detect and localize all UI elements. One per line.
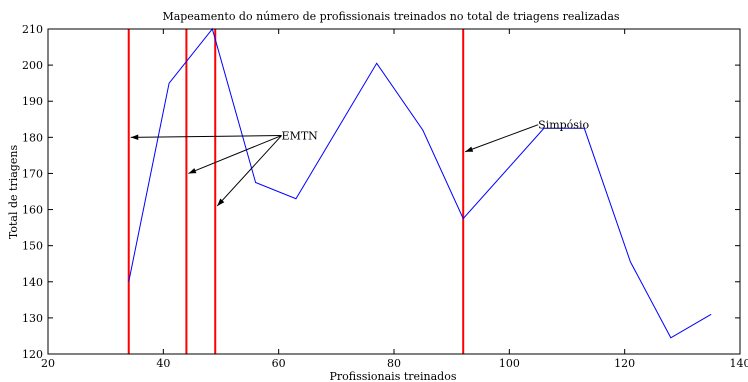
- annotation-arrow-line: [216, 135, 282, 207]
- y-tick-label: 210: [22, 23, 43, 36]
- annotation-label: Simpósio: [538, 119, 589, 132]
- plot-frame: [47, 28, 741, 355]
- y-tick-label: 200: [22, 59, 43, 72]
- annotation-arrowhead: [130, 134, 139, 140]
- y-axis-title: Total de triagens: [7, 145, 20, 240]
- x-tick-label: 20: [41, 357, 55, 370]
- y-tick-label: 180: [22, 131, 43, 144]
- x-tick-label: 100: [499, 357, 520, 370]
- annotation-arrow-line: [130, 135, 282, 138]
- y-tick-label: 140: [22, 276, 43, 289]
- x-tick-label: 80: [387, 357, 401, 370]
- annotation-arrowhead: [217, 198, 225, 206]
- annotation-arrow-line: [188, 135, 282, 174]
- y-tick-label: 170: [22, 167, 43, 180]
- vertical-lines: [127, 29, 465, 354]
- y-tick-label: 150: [22, 240, 43, 253]
- y-tick-label: 130: [22, 312, 43, 325]
- axis-ticks: 20 40 60 80 100 120 140 120 130 140 150 160 170 180 19…: [22, 23, 748, 370]
- chart-title: Mapeamento do número de profissionais tr…: [162, 10, 619, 23]
- annotation-label: EMTN: [282, 130, 319, 143]
- x-tick-label: 40: [156, 357, 170, 370]
- x-tick-label: 120: [614, 357, 635, 370]
- annotations: EMTN Simpósio: [130, 119, 589, 207]
- annotation-arrowhead: [465, 146, 474, 152]
- y-tick-label: 120: [22, 348, 43, 361]
- annotation-arrowhead: [188, 168, 197, 174]
- x-tick-label: 140: [730, 357, 748, 370]
- x-tick-label: 60: [272, 357, 286, 370]
- x-axis-title: Profissionais treinados: [329, 370, 456, 382]
- annotation-arrow-line: [465, 124, 539, 153]
- y-tick-label: 190: [22, 95, 43, 108]
- y-tick-label: 160: [22, 204, 43, 217]
